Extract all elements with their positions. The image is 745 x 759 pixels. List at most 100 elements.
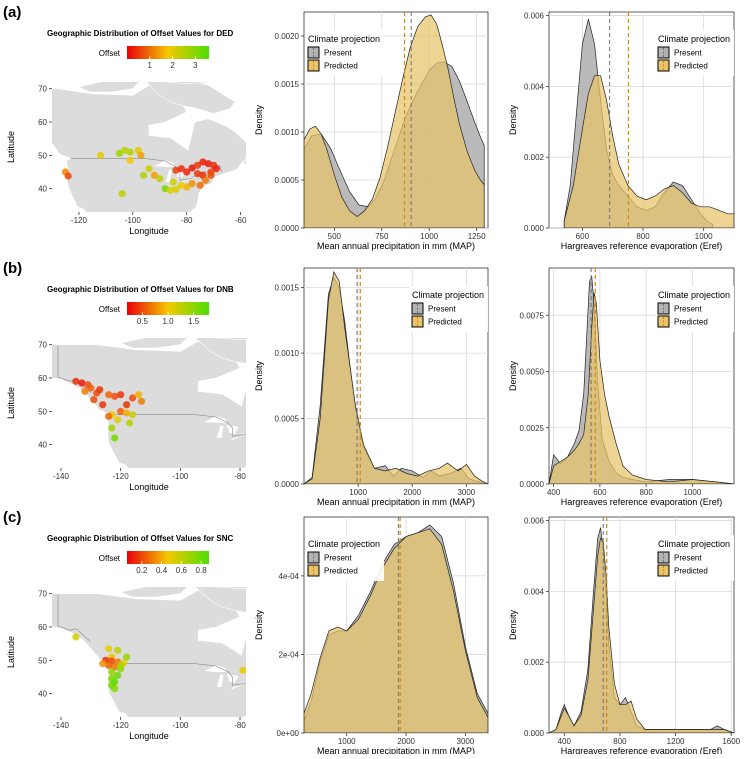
land-north-america bbox=[52, 84, 246, 212]
colorbar-tick-label: 1 bbox=[148, 61, 153, 70]
map-x-tick-label: -120 bbox=[71, 216, 88, 225]
y-tick-label: 0.0015 bbox=[275, 284, 300, 293]
legend-label: Present bbox=[324, 554, 352, 563]
map-y-tick-label: 60 bbox=[38, 374, 47, 383]
y-axis-label: Density bbox=[254, 104, 264, 135]
map-point bbox=[123, 653, 131, 661]
map-layer bbox=[52, 338, 246, 468]
map-point bbox=[156, 175, 164, 183]
legend-label: Present bbox=[674, 49, 702, 58]
map-x-tick-label: -80 bbox=[234, 472, 246, 481]
map-point bbox=[140, 171, 148, 179]
y-tick-label: 0.0050 bbox=[520, 368, 545, 377]
colorbar-tick-label: 0.4 bbox=[156, 566, 168, 575]
land-island bbox=[242, 158, 246, 165]
row-label: (a) bbox=[3, 4, 21, 21]
map-point bbox=[128, 394, 137, 402]
legend-title: Climate projection bbox=[308, 34, 380, 44]
map-layer bbox=[52, 587, 246, 717]
x-axis-label: Mean annual precipitation in mm (MAP) bbox=[317, 241, 475, 251]
map-point bbox=[183, 168, 191, 176]
map-point bbox=[172, 185, 180, 193]
y-tick-label: 0.0010 bbox=[275, 349, 300, 358]
map-y-tick-label: 60 bbox=[38, 118, 47, 127]
x-tick-label: 1000 bbox=[683, 488, 701, 497]
map-x-tick-label: -140 bbox=[53, 721, 70, 730]
legend-title: Climate projection bbox=[412, 290, 484, 300]
map-y-tick-label: 60 bbox=[38, 623, 47, 632]
colorbar-tick-label: 2 bbox=[170, 61, 175, 70]
map-point bbox=[105, 412, 113, 420]
density-area-predicted bbox=[549, 537, 734, 733]
y-tick-label: 0.0000 bbox=[275, 224, 300, 233]
density-panel-1-1: 400 600 800 1000 0.0000 0.0025 0.0050 0.0075 Har… bbox=[508, 267, 735, 507]
colorbar-tick-label: 0.6 bbox=[176, 566, 188, 575]
map-point bbox=[105, 645, 113, 653]
x-tick-label: 400 bbox=[558, 737, 572, 746]
density-layer bbox=[304, 12, 485, 228]
y-axis-label: Density bbox=[508, 609, 518, 640]
x-tick-label: 3000 bbox=[457, 737, 475, 746]
density-area-predicted bbox=[304, 270, 488, 484]
great-lake bbox=[230, 435, 244, 440]
map-point bbox=[115, 149, 123, 157]
map-point bbox=[105, 391, 113, 399]
y-tick-label: 0.0025 bbox=[520, 424, 545, 433]
map-point bbox=[105, 661, 113, 669]
x-tick-label: 1250 bbox=[468, 232, 486, 241]
map-panel-2: Geographic Distribution of Offset Values… bbox=[6, 534, 246, 741]
x-tick-label: 800 bbox=[613, 737, 627, 746]
legend-label: Present bbox=[428, 305, 456, 314]
map-y-tick-label: 70 bbox=[38, 341, 47, 350]
land-island bbox=[194, 338, 246, 364]
x-axis-label: Mean annual precipitation in mm (MAP) bbox=[317, 746, 475, 754]
legend: Climate projection Present Predicted bbox=[306, 535, 384, 581]
map-point bbox=[114, 416, 122, 424]
border-line-alaska bbox=[52, 136, 53, 137]
map-x-tick-label: -100 bbox=[172, 721, 189, 730]
map-x-label: Longitude bbox=[129, 731, 169, 741]
density-area-predicted bbox=[304, 528, 488, 733]
x-tick-label: 600 bbox=[576, 232, 590, 241]
legend-label: Present bbox=[674, 305, 702, 314]
y-tick-label: 2e-04 bbox=[279, 650, 300, 659]
map-title: Geographic Distribution of Offset Values… bbox=[47, 534, 233, 543]
map-point bbox=[96, 386, 104, 394]
map-point bbox=[123, 401, 131, 409]
map-y-tick-label: 70 bbox=[38, 85, 47, 94]
density-area-predicted bbox=[563, 75, 734, 228]
x-tick-label: 750 bbox=[375, 232, 389, 241]
colorbar-title: Offset bbox=[99, 305, 121, 314]
y-tick-label: 4e-04 bbox=[279, 572, 300, 581]
y-tick-label: 0.002 bbox=[524, 658, 545, 667]
x-tick-label: 600 bbox=[593, 488, 607, 497]
density-panel-0-1: 600 800 1000 0.000 0.002 0.004 0.006 Hargreaves… bbox=[508, 12, 735, 251]
map-point bbox=[166, 186, 175, 194]
colorbar-tick-label: 1.0 bbox=[162, 317, 174, 326]
map-point bbox=[201, 176, 210, 184]
map-point bbox=[126, 419, 134, 427]
colorbar bbox=[127, 46, 209, 59]
map-point bbox=[169, 178, 177, 186]
colorbar-tick-label: 3 bbox=[193, 61, 198, 70]
y-tick-label: 0.006 bbox=[524, 517, 545, 526]
legend-title: Climate projection bbox=[658, 290, 730, 300]
colorbar bbox=[127, 551, 209, 564]
map-point bbox=[78, 379, 86, 387]
x-axis-label: Hargreaves reference evaporation (Eref) bbox=[561, 497, 723, 507]
great-lake bbox=[204, 416, 227, 423]
y-tick-label: 0.000 bbox=[524, 224, 545, 233]
y-axis-label: Density bbox=[508, 360, 518, 391]
map-point bbox=[145, 165, 153, 173]
x-tick-label: 2000 bbox=[403, 488, 421, 497]
map-point bbox=[137, 397, 146, 405]
map-point bbox=[118, 190, 126, 198]
y-axis-label: Density bbox=[254, 609, 264, 640]
legend-label: Predicted bbox=[324, 567, 358, 576]
legend: Climate projection Present Predicted bbox=[306, 30, 384, 76]
great-lake bbox=[216, 425, 224, 438]
map-y-tick-label: 40 bbox=[38, 185, 47, 194]
map-y-tick-label: 40 bbox=[38, 441, 47, 450]
colorbar-tick-label: 0.8 bbox=[196, 566, 208, 575]
legend-label: Present bbox=[674, 554, 702, 563]
